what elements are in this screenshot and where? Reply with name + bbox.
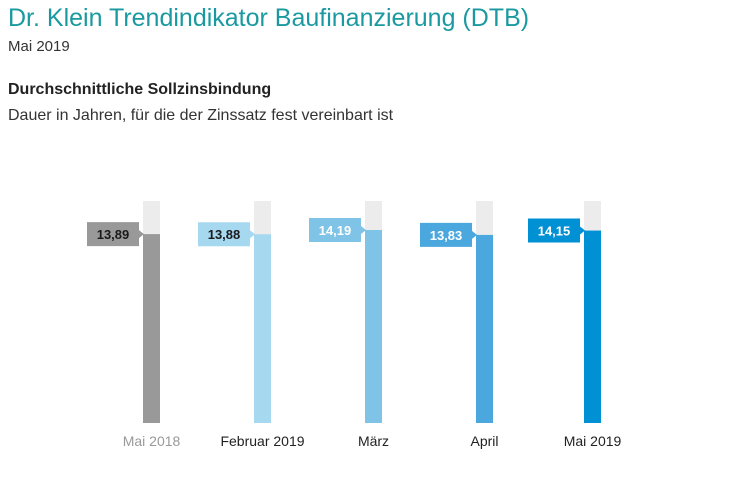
data-label: 14,15 (538, 224, 571, 239)
bar (476, 234, 493, 423)
category-label: April (470, 433, 498, 449)
bar (254, 234, 271, 423)
category-label: Mai 2018 (123, 433, 181, 449)
report-date: Mai 2019 (8, 38, 70, 55)
bar (584, 230, 601, 423)
value-label-box (198, 222, 255, 247)
value-label-box (309, 218, 366, 243)
data-label: 14,19 (319, 223, 352, 238)
category-label: Mai 2019 (564, 433, 622, 449)
value-label-box (87, 222, 144, 247)
value-label-box (528, 218, 585, 243)
value-label-box (420, 222, 477, 247)
data-label: 13,88 (208, 227, 241, 242)
chart-title: Durchschnittliche Sollzinsbindung (8, 81, 272, 98)
data-label: 13,89 (97, 227, 130, 242)
category-label: März (358, 433, 389, 449)
bar (143, 234, 160, 423)
data-label: 13,83 (430, 228, 463, 243)
chart-subtitle: Dauer in Jahren, für die der Zinssatz fe… (8, 107, 394, 124)
bar (365, 230, 382, 423)
category-label: Februar 2019 (220, 433, 304, 449)
page-title: Dr. Klein Trendindikator Baufinanzierung… (8, 4, 530, 32)
